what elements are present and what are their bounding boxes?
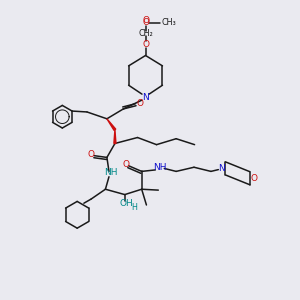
Polygon shape [107, 119, 116, 130]
Text: NH: NH [104, 168, 117, 177]
Text: O: O [136, 99, 143, 108]
Text: O: O [87, 150, 94, 159]
Text: NH: NH [153, 163, 166, 172]
Text: CH₂: CH₂ [138, 29, 153, 38]
Text: H: H [131, 203, 137, 212]
Text: O: O [142, 16, 149, 25]
Text: OH: OH [120, 199, 134, 208]
Text: N: N [219, 164, 225, 173]
Text: CH₃: CH₃ [161, 18, 176, 27]
Polygon shape [114, 130, 116, 143]
Text: O: O [251, 174, 258, 183]
Text: N: N [142, 93, 149, 102]
Text: O: O [142, 18, 149, 27]
Text: O: O [142, 40, 149, 49]
Text: O: O [122, 160, 129, 169]
